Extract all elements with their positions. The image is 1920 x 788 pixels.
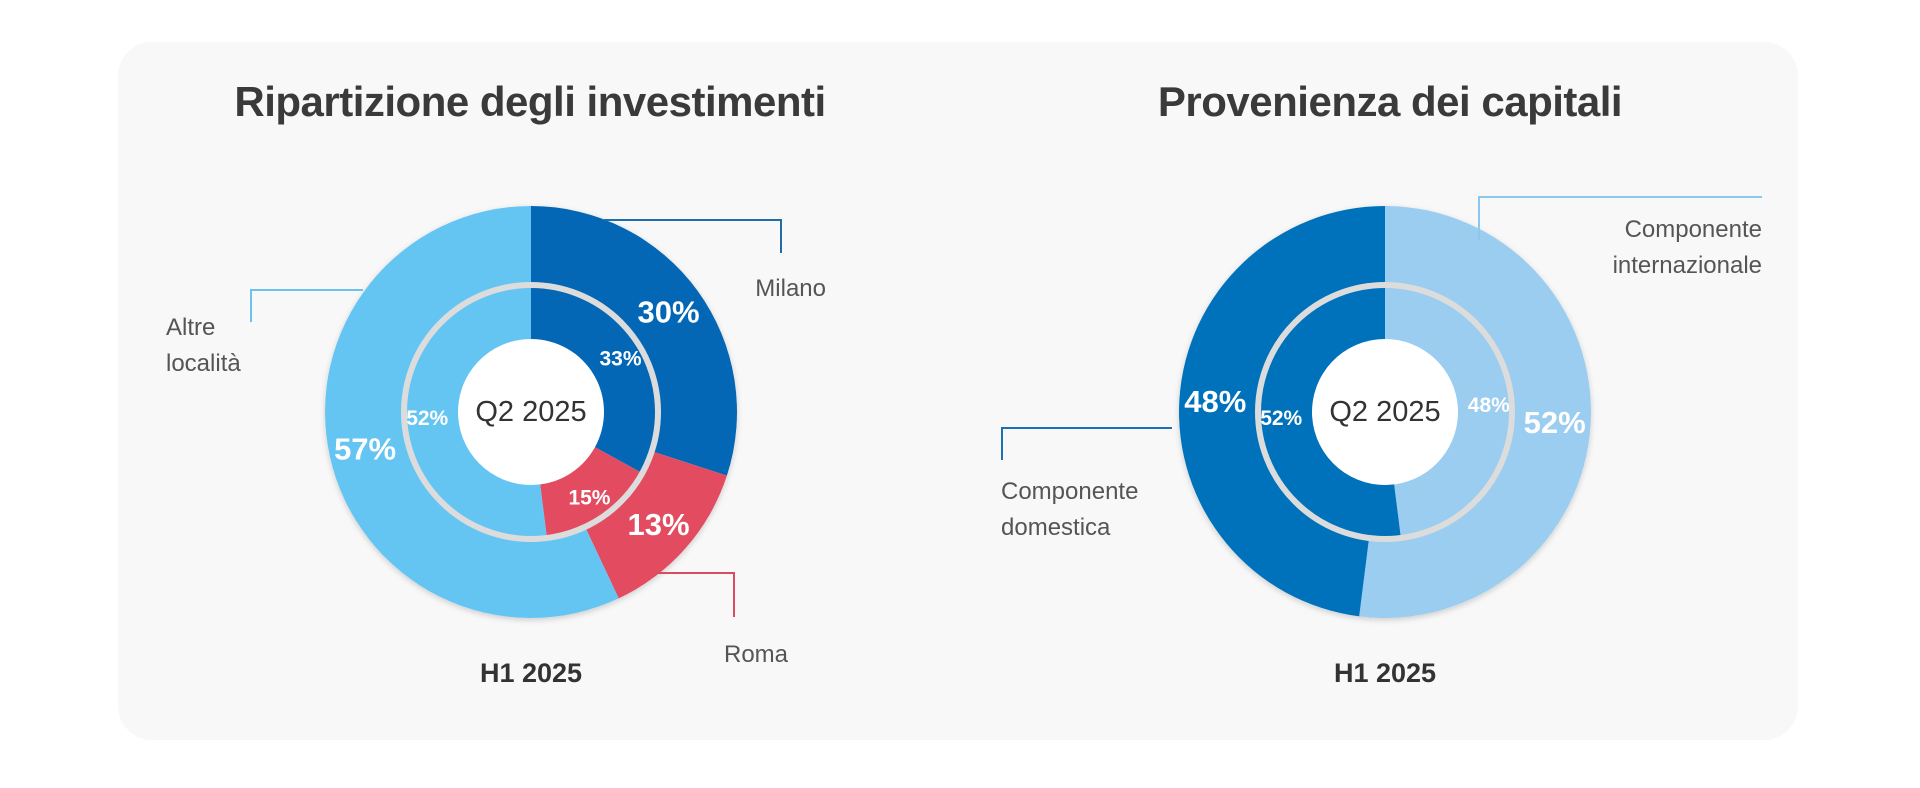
outer-slice-roma xyxy=(585,451,727,599)
donut-chart-2: 52% 48% 48% 52% Q2 2025 H1 2025 Componente inte… xyxy=(1001,196,1762,688)
leader-line-altre-localita xyxy=(250,289,363,322)
category-label-roma: Roma xyxy=(724,641,789,668)
leader-line-componente-internazionale xyxy=(1478,196,1762,240)
outer-value-label-componente-domestica: 48% xyxy=(1184,384,1246,419)
inner-value-label-componente-internazionale: 48% xyxy=(1468,394,1510,417)
leader-line-componente-domestica xyxy=(1001,427,1172,460)
outer-slice-componente-domestica xyxy=(1179,206,1385,617)
center-label-inner-period: Q2 2025 xyxy=(1329,396,1440,428)
inner-slice-roma xyxy=(540,447,641,537)
category-label-milano: Milano xyxy=(755,275,826,302)
donut-chart-1: 30% 13% 57% 33% 15% 52% Q2 2025 H1 2025 Milano Ro… xyxy=(166,206,826,688)
category-label-componente-internazionale: Componente internazionale xyxy=(1613,216,1762,279)
inner-value-label-altre-localita: 52% xyxy=(406,407,448,430)
inner-slice-componente-domestica xyxy=(1260,287,1401,537)
outer-slice-componente-internazionale xyxy=(1359,205,1592,618)
category-label-componente-domestica: Componente domestica xyxy=(1001,478,1138,541)
donut-center xyxy=(1313,340,1457,484)
center-label-inner-period: Q2 2025 xyxy=(475,396,586,428)
outer-slice-milano xyxy=(531,206,737,476)
leader-line-milano xyxy=(604,219,782,253)
inner-slice-milano xyxy=(531,287,656,473)
inner-value-label-roma: 15% xyxy=(568,487,610,510)
chart-title-capitali: Provenienza dei capitali xyxy=(1157,78,1623,125)
outer-slice-altre-localita xyxy=(324,206,619,618)
inner-value-label-milano: 33% xyxy=(600,348,642,371)
outer-value-label-componente-internazionale: 52% xyxy=(1524,405,1586,440)
inner-slice-componente-internazionale xyxy=(1385,287,1511,537)
ring-separator xyxy=(1255,282,1515,542)
inner-slice-altre-localita xyxy=(406,287,547,537)
ring-separator xyxy=(401,282,661,542)
outer-value-label-roma: 13% xyxy=(627,507,689,542)
category-label-altre-localita: Altre località xyxy=(166,314,241,377)
chart-title-investimenti: Ripartizione degli investimenti xyxy=(234,78,826,125)
leader-line-roma xyxy=(655,572,735,617)
outer-value-label-milano: 30% xyxy=(638,295,700,330)
outer-ring-period-label: H1 2025 xyxy=(480,658,582,688)
inner-value-label-componente-domestica: 52% xyxy=(1260,407,1302,430)
outer-ring-period-label: H1 2025 xyxy=(1334,658,1436,688)
donut-center xyxy=(459,340,603,484)
outer-value-label-altre-localita: 57% xyxy=(334,432,396,467)
